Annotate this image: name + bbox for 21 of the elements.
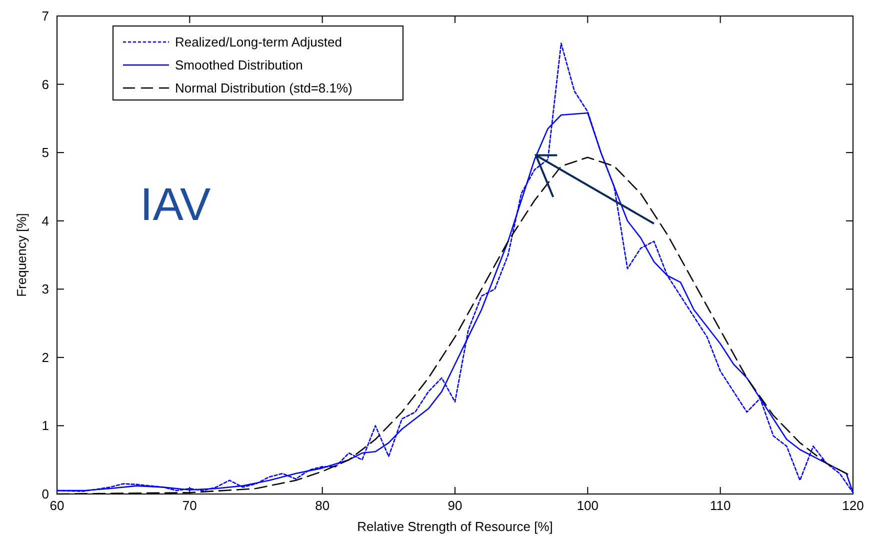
y-tick-label: 0	[42, 486, 49, 502]
y-tick-label: 2	[42, 350, 49, 365]
x-tick-label: 120	[842, 498, 864, 513]
y-tick-label: 3	[42, 282, 49, 297]
x-tick-label: 100	[576, 498, 599, 513]
x-tick-label: 70	[182, 498, 197, 513]
x-tick-label: 80	[315, 498, 330, 513]
legend-label: Realized/Long-term Adjusted	[175, 34, 342, 50]
y-tick-label: 6	[42, 76, 49, 92]
x-axis-title: Relative Strength of Resource [%]	[357, 519, 553, 534]
legend-label: Smoothed Distribution	[175, 58, 303, 72]
y-tick-label: 5	[42, 145, 49, 160]
y-tick-label: 7	[42, 8, 49, 24]
y-tick-label: 4	[42, 213, 49, 228]
x-tick-label: 110	[710, 498, 731, 513]
y-tick-label: 1	[42, 418, 49, 434]
x-tick-label: 90	[448, 498, 462, 513]
legend-label: Normal Distribution (std=8.1%)	[175, 80, 352, 96]
y-axis-title: Frequency [%]	[14, 213, 29, 297]
x-tick-label: 60	[50, 498, 64, 513]
annotation: IAV	[140, 178, 212, 230]
